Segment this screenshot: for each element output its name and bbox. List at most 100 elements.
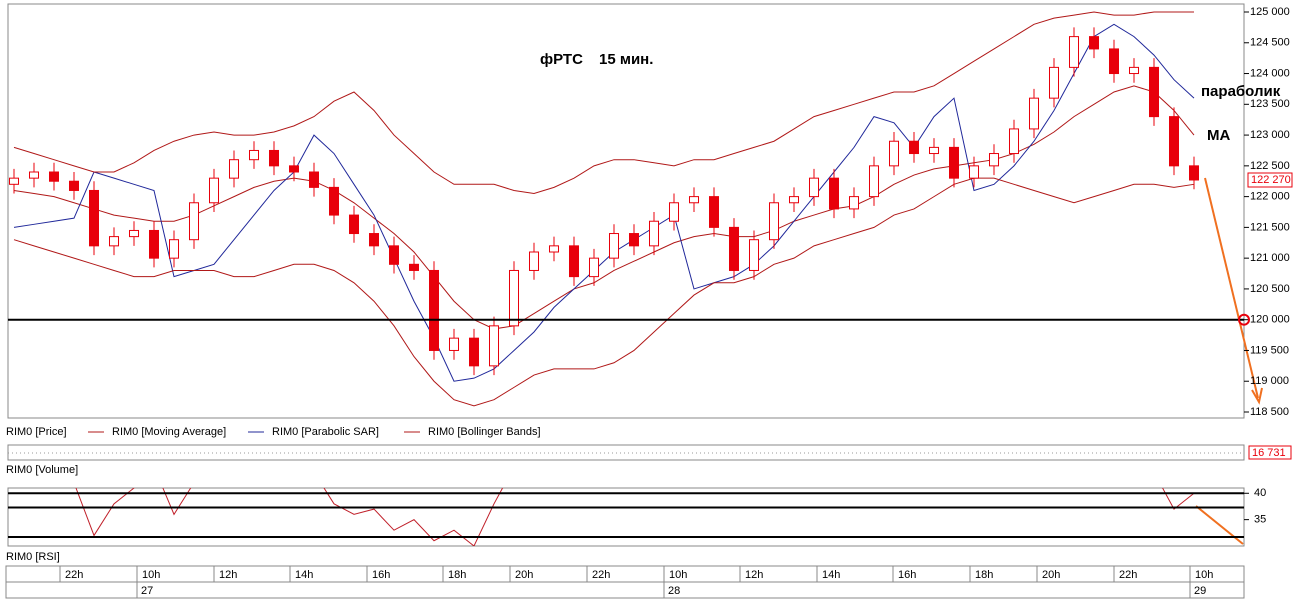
candle-body	[689, 196, 699, 204]
day-label: 28	[668, 585, 680, 597]
rsi-tick-label: 40	[1254, 487, 1266, 499]
hour-label: 10h	[1195, 569, 1213, 581]
volume-tag	[1248, 445, 1292, 460]
candle-body	[229, 159, 239, 179]
candle-body	[349, 214, 359, 235]
hour-label: 16h	[372, 569, 390, 581]
indicator-line	[13, 23, 1195, 382]
hour-label: 22h	[1119, 569, 1137, 581]
candle-body	[1049, 66, 1059, 99]
indicator-line	[13, 177, 1195, 407]
hour-label: 22h	[592, 569, 610, 581]
y-tick-label: 123 000	[1250, 129, 1290, 141]
candle-body	[709, 196, 719, 228]
candle-body	[309, 171, 319, 188]
candle-body	[449, 337, 459, 351]
candle-body	[1069, 36, 1079, 68]
candle-body	[429, 269, 439, 351]
price-plot	[9, 11, 1199, 407]
y-tick-label: 124 000	[1250, 67, 1290, 79]
day-label: 29	[1194, 585, 1206, 597]
candle-body	[289, 165, 299, 173]
chart-subtitle: 15 мин.	[599, 51, 653, 68]
candle-body	[1169, 116, 1179, 167]
candle-body	[369, 233, 379, 247]
candle-body	[789, 196, 799, 204]
candle-body	[869, 165, 879, 198]
candle-body	[89, 189, 99, 247]
hour-label: 22h	[65, 569, 83, 581]
hour-label: 16h	[898, 569, 916, 581]
candle-body	[769, 202, 779, 241]
candle-body	[189, 202, 199, 241]
forecast-arrow	[1204, 177, 1259, 399]
rsi-label: RIM0 [RSI]	[6, 551, 60, 563]
day-label: 27	[141, 585, 153, 597]
legend-label: RIM0 [Moving Average]	[112, 426, 226, 438]
y-tick-label: 121 500	[1250, 221, 1290, 233]
indicator-line	[13, 11, 1194, 195]
candle-body	[889, 140, 899, 167]
volume-value: 16 731	[1252, 447, 1286, 459]
hour-label: 14h	[822, 569, 840, 581]
candle-body	[389, 245, 399, 265]
candle-body	[269, 149, 279, 167]
candle-body	[109, 236, 119, 247]
level-marker	[1238, 313, 1250, 326]
candle-body	[29, 171, 39, 179]
candle-body	[149, 229, 159, 259]
rsi-arrow	[1195, 505, 1244, 545]
hour-label: 14h	[295, 569, 313, 581]
candle-body	[209, 177, 219, 204]
last-price-label: 122 270	[1251, 174, 1291, 186]
y-tick-label: 122 500	[1250, 160, 1290, 172]
hour-label: 12h	[219, 569, 237, 581]
y-tick-label: 120 000	[1250, 314, 1290, 326]
candle-body	[849, 196, 859, 210]
candle-body	[1189, 165, 1199, 181]
y-tick-label: 120 500	[1250, 283, 1290, 295]
y-tick-label: 124 500	[1250, 37, 1290, 49]
volume-label: RIM0 [Volume]	[6, 464, 78, 476]
candle-body	[509, 269, 519, 327]
candle-body	[609, 233, 619, 259]
candle-body	[489, 325, 499, 367]
candle-body	[529, 251, 539, 271]
price-panel	[7, 3, 1245, 419]
candle-body	[649, 220, 659, 247]
hour-label: 10h	[142, 569, 160, 581]
candle-body	[9, 177, 19, 185]
y-tick-label: 119 500	[1250, 344, 1289, 356]
candle-body	[1149, 66, 1159, 118]
last-price-tag	[1247, 172, 1293, 188]
candle-body	[949, 146, 959, 179]
legend-label: RIM0 [Bollinger Bands]	[428, 426, 541, 438]
y-tick-label: 119 000	[1250, 375, 1289, 387]
volume-panel	[7, 444, 1245, 461]
candle-body	[929, 146, 939, 155]
candle-body	[809, 177, 819, 198]
candle-body	[549, 245, 559, 253]
candle-body	[629, 233, 639, 247]
y-tick-label: 122 000	[1250, 191, 1290, 203]
chart-title: фРТС	[540, 51, 583, 68]
candle-body	[669, 202, 679, 222]
y-tick-label: 118 500	[1250, 406, 1289, 418]
y-tick-label: 123 500	[1250, 98, 1290, 110]
arrow-head	[1251, 387, 1263, 405]
hour-label: 20h	[515, 569, 533, 581]
candle-body	[1029, 97, 1039, 130]
candle-body	[829, 177, 839, 210]
candle-body	[989, 153, 999, 167]
legend-label: RIM0 [Parabolic SAR]	[272, 426, 379, 438]
candle-body	[969, 165, 979, 179]
candle-body	[749, 239, 759, 271]
hour-label: 18h	[975, 569, 993, 581]
candle-body	[589, 257, 599, 278]
candle-body	[1129, 66, 1139, 75]
candle-body	[249, 149, 259, 161]
candle-body	[1009, 128, 1019, 155]
candle-body	[169, 239, 179, 259]
candle-body	[909, 140, 919, 155]
y-tick-label: 125 000	[1250, 6, 1290, 18]
